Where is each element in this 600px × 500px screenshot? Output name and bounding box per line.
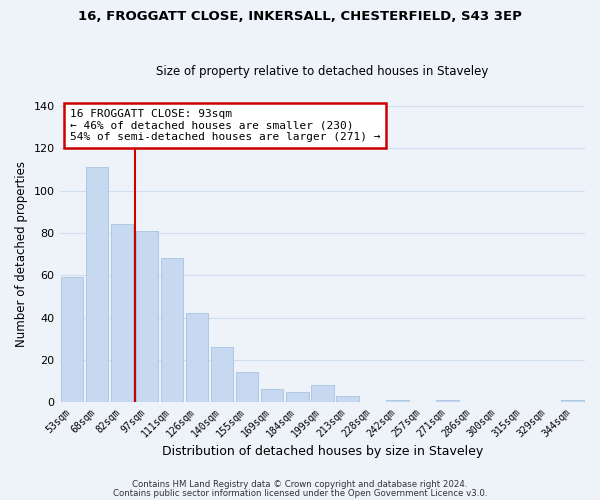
Y-axis label: Number of detached properties: Number of detached properties [15, 161, 28, 347]
Bar [211, 347, 233, 402]
Title: Size of property relative to detached houses in Staveley: Size of property relative to detached ho… [156, 66, 488, 78]
Bar [86, 168, 109, 402]
Bar [561, 400, 584, 402]
Bar [286, 392, 308, 402]
Text: 16 FROGGATT CLOSE: 93sqm
← 46% of detached houses are smaller (230)
54% of semi-: 16 FROGGATT CLOSE: 93sqm ← 46% of detach… [70, 109, 380, 142]
Bar [386, 400, 409, 402]
Text: Contains HM Land Registry data © Crown copyright and database right 2024.: Contains HM Land Registry data © Crown c… [132, 480, 468, 489]
Bar [136, 231, 158, 402]
Bar [311, 385, 334, 402]
Bar [261, 390, 283, 402]
Bar [186, 314, 208, 402]
Bar [236, 372, 259, 402]
X-axis label: Distribution of detached houses by size in Staveley: Distribution of detached houses by size … [161, 444, 483, 458]
Bar [161, 258, 184, 402]
Bar [61, 278, 83, 402]
Text: Contains public sector information licensed under the Open Government Licence v3: Contains public sector information licen… [113, 488, 487, 498]
Bar [111, 224, 133, 402]
Bar [436, 400, 458, 402]
Bar [336, 396, 359, 402]
Text: 16, FROGGATT CLOSE, INKERSALL, CHESTERFIELD, S43 3EP: 16, FROGGATT CLOSE, INKERSALL, CHESTERFI… [78, 10, 522, 23]
